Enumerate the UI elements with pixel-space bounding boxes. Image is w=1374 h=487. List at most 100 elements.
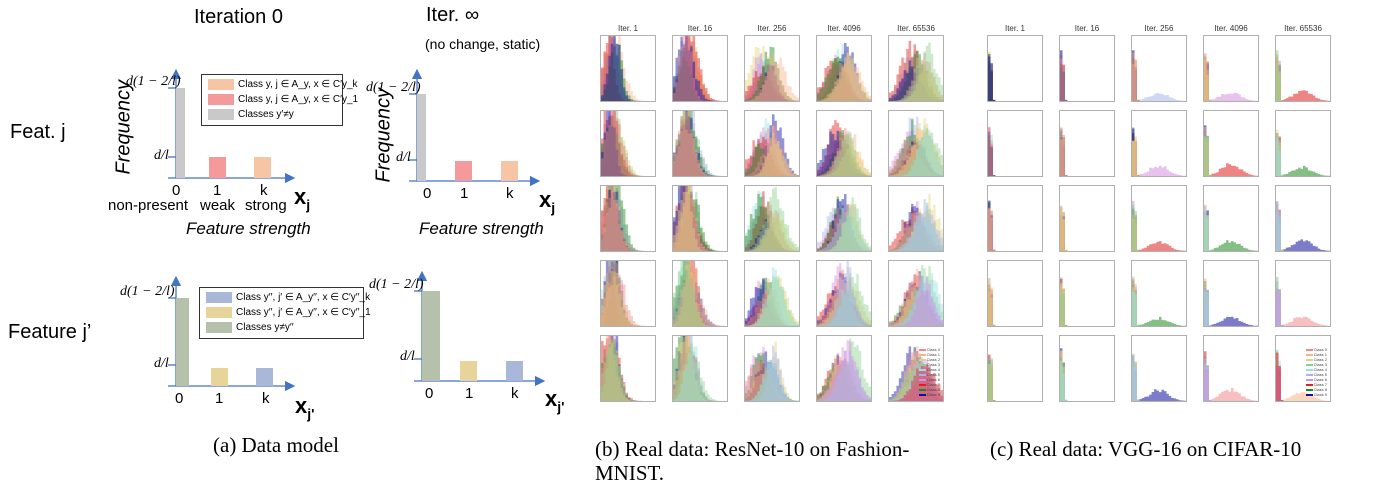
- bar-other-classes: [176, 298, 189, 386]
- histogram-class-series: [1060, 209, 1114, 251]
- histogram-cell: [1059, 185, 1115, 252]
- histogram-class-series: [1060, 64, 1114, 101]
- y-tick-top-label: d(1 − 2/l): [126, 74, 181, 89]
- histogram-class-series: [601, 36, 655, 101]
- histogram-class-series: [1060, 126, 1114, 176]
- histogram-class-series: [889, 356, 943, 401]
- histogram-cell: [744, 185, 800, 252]
- histogram-cell: [1131, 35, 1187, 102]
- histogram-class-series: [673, 186, 727, 251]
- histogram-class-series: [817, 130, 871, 176]
- histogram-class-series: [745, 359, 799, 401]
- histogram-class-series: [601, 271, 655, 326]
- x-tick-sub-0: non-present: [108, 197, 189, 214]
- histogram-legend-item: Class 8: [1305, 387, 1327, 392]
- histogram-class-series: [889, 203, 943, 251]
- histogram-class-series: [673, 186, 727, 251]
- histogram-cell: [816, 35, 872, 102]
- histogram-class-series: [988, 56, 1042, 101]
- histogram-class-series: [673, 36, 727, 101]
- histogram-class-series: [889, 125, 943, 176]
- legend-item: Class y′′, j′ ∈ A_y′′, x ∈ C′y′′_1: [206, 306, 371, 319]
- histogram-class-series: [745, 126, 799, 176]
- histogram-class-series: [601, 261, 655, 326]
- histogram-class-series: [1060, 130, 1114, 176]
- histogram-class-series: [673, 111, 727, 176]
- histogram-class-series: [889, 356, 943, 401]
- histogram-legend-item: Class 1: [1305, 352, 1327, 357]
- x-tick-k: k: [262, 390, 270, 407]
- histogram-class-series: [889, 51, 943, 101]
- histogram-class-series: [601, 343, 655, 401]
- histogram-class-series: [673, 36, 727, 101]
- x-tick-0: 0: [423, 185, 432, 202]
- histogram-class-series: [601, 336, 655, 401]
- histogram-class-series: [601, 113, 655, 176]
- histogram-class-series: [745, 66, 799, 101]
- histogram-class-series: [1060, 358, 1114, 401]
- histogram-class-series: [817, 358, 871, 401]
- histogram-cell: [888, 260, 944, 327]
- histogram-class-series: [673, 116, 727, 176]
- histogram-class-series: [745, 346, 799, 401]
- histogram-cell: [1203, 35, 1259, 102]
- histogram-cell: [744, 335, 800, 402]
- histogram-class-series: [817, 277, 871, 326]
- histogram-class-series: [601, 336, 655, 401]
- histogram-class-series: [889, 265, 943, 326]
- x-tick-sub-1: weak: [200, 197, 236, 214]
- histogram-class-series: [1060, 50, 1114, 101]
- histogram-class-series: [673, 119, 727, 176]
- histogram-cell: [1275, 35, 1331, 102]
- histogram-class-series: [889, 276, 943, 326]
- histogram-class-series: [673, 344, 727, 401]
- histogram-class-series: [601, 111, 655, 176]
- y-axis-label: Frequency: [372, 88, 395, 183]
- histogram-class-series: [988, 207, 1042, 251]
- histogram-legend: Class 0 Class 1 Class 2 Class 3 Class 4 Class…: [918, 347, 940, 397]
- histogram-class-series: [673, 111, 727, 176]
- histogram-class-series: [673, 36, 727, 101]
- histogram-class-series: [1060, 215, 1114, 251]
- histogram-class-series: [889, 215, 943, 251]
- histogram-legend-item: Class 3: [918, 362, 940, 367]
- histogram-class-series: [817, 131, 871, 176]
- histogram-class-series: [889, 116, 943, 176]
- histogram-class-series: [988, 200, 1042, 251]
- histogram-class-series: [601, 198, 655, 251]
- histogram-class-series: [1132, 93, 1186, 101]
- histogram-class-series: [601, 44, 655, 101]
- title-iteration-0: Iteration 0: [194, 6, 283, 28]
- histogram-class-series: [601, 36, 655, 101]
- histogram-cell: [600, 260, 656, 327]
- histogram-class-series: [745, 277, 799, 326]
- histogram-class-series: [601, 189, 655, 251]
- histogram-class-series: [1060, 287, 1114, 326]
- x-tick-1: 1: [215, 390, 224, 407]
- histogram-class-series: [817, 43, 871, 101]
- column-title: Iter. 1: [617, 24, 638, 33]
- histogram-legend-item: Class 2: [1305, 357, 1327, 362]
- chart-iterinf-feat-jp: [414, 270, 546, 387]
- x-tick-0: 0: [175, 390, 184, 407]
- x-axis-label: Feature strength: [419, 219, 544, 238]
- histogram-class-series: [817, 52, 871, 101]
- histogram-class-series: [673, 336, 727, 401]
- histogram-class-series: [988, 215, 1042, 251]
- histogram-class-series: [601, 36, 655, 101]
- histogram-class-series: [1060, 351, 1114, 401]
- histogram-class-series: [1060, 278, 1114, 326]
- histogram-class-series: [601, 261, 655, 326]
- histogram-class-series: [601, 336, 655, 401]
- histogram-class-series: [601, 116, 655, 176]
- histogram-class-series: [601, 36, 655, 101]
- histogram-class-series: [817, 64, 871, 101]
- histogram-class-series: [988, 283, 1042, 326]
- histogram-class-series: [817, 53, 871, 101]
- histogram-legend-item: Class 6: [918, 377, 940, 382]
- histogram-class-series: [817, 194, 871, 251]
- histogram-class-series: [817, 356, 871, 401]
- histogram-class-series: [889, 57, 943, 101]
- histogram-class-series: [988, 358, 1042, 401]
- histogram-class-series: [1204, 92, 1258, 101]
